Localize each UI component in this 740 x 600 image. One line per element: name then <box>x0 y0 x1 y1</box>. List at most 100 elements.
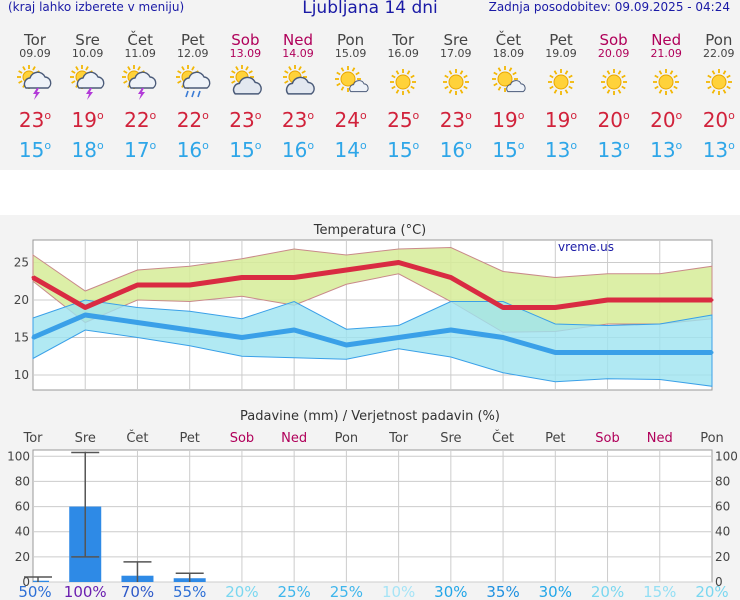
day-column: Sre 10.09 19o 18o <box>62 32 114 164</box>
min-temperature: 13o <box>597 138 630 162</box>
precipitation-probability-label: 20% <box>695 583 728 600</box>
temperature-y-tick-label: 20 <box>14 293 29 307</box>
precipitation-y-tick-label-left: 40 <box>15 525 30 539</box>
precipitation-y-tick-label-left: 0 <box>22 575 30 589</box>
precipitation-probability-label: 55% <box>173 583 206 600</box>
precipitation-probability-label: 30% <box>434 583 467 600</box>
precipitation-x-tick-label: Čet <box>126 430 148 446</box>
day-name: Čet <box>127 31 153 49</box>
day-date: 12.09 <box>177 47 209 60</box>
precipitation-probability-label: 15% <box>643 583 676 600</box>
max-temperature: 19o <box>71 108 104 132</box>
max-temperature-line <box>31 260 712 310</box>
page-title: Ljubljana 14 dni <box>302 0 438 18</box>
precipitation-probability-label: 20% <box>591 583 624 600</box>
max-temperature-line-point <box>31 276 35 279</box>
max-temperature: 23o <box>18 108 52 132</box>
max-temperature: 20o <box>597 108 630 132</box>
max-temperature-line-point <box>135 283 139 287</box>
precipitation-x-tick-label: Pon <box>700 431 724 446</box>
day-date: 14.09 <box>282 47 314 60</box>
day-name: Sre <box>443 31 469 49</box>
max-temperature-line-point <box>553 306 557 309</box>
min-temperature: 16o <box>281 138 315 162</box>
day-name: Tor <box>24 31 46 49</box>
max-temperature: 22o <box>176 108 209 132</box>
precipitation-probability-label: 50% <box>18 583 51 600</box>
precipitation-chart-title: Padavine (mm) / Verjetnost padavin (%) <box>240 409 500 424</box>
min-temperature: 18o <box>71 138 104 162</box>
day-column: Čet 18.09 19o 15o <box>482 32 534 164</box>
max-temperature-line-point <box>344 268 348 272</box>
min-temperature: 16o <box>439 138 472 162</box>
day-date: 19.09 <box>545 47 577 60</box>
max-temperature-line-point <box>606 298 610 302</box>
temperature-chart-title: Temperatura (°C) <box>313 223 426 238</box>
min-temperature-line-point <box>240 336 244 339</box>
min-temperature: 15o <box>229 138 262 162</box>
max-temperature: 23o <box>439 108 472 132</box>
sun-cloud-rain-icon <box>167 62 219 102</box>
day-date: 16.09 <box>387 47 419 60</box>
day-name: Ned <box>283 31 313 49</box>
min-temperature-line-point <box>501 336 505 339</box>
sun-icon <box>588 62 640 102</box>
precipitation-probability-label: 100% <box>64 583 107 600</box>
day-name: Čet <box>495 31 522 49</box>
sun-cloudy-icon <box>272 62 324 102</box>
day-date: 11.09 <box>124 47 156 60</box>
precipitation-probability-label: 25% <box>277 583 310 600</box>
last-update: Zadnja posodobitev: 09.09.2025 - 04:24 <box>488 0 730 14</box>
min-temperature-line-point <box>710 351 714 354</box>
day-date: 13.09 <box>229 47 262 60</box>
precipitation-y-tick-label-right: 40 <box>715 525 730 539</box>
precipitation-probability-label: 70% <box>121 583 154 600</box>
min-temperature-line <box>32 312 712 355</box>
min-temperature: 17o <box>124 138 157 162</box>
sun-icon <box>535 62 587 102</box>
min-temperature-line-point <box>188 328 192 332</box>
min-temperature: 14o <box>334 138 367 162</box>
day-name: Sre <box>75 31 100 49</box>
max-temperature: 19o <box>492 108 525 132</box>
precipitation-probability-label: 20% <box>225 583 258 600</box>
min-temperature: 13o <box>702 138 735 162</box>
day-column: Pet 19.09 19o 13o <box>535 32 587 164</box>
precipitation-bar <box>33 580 49 582</box>
max-temperature: 22o <box>124 108 157 132</box>
day-name: Pon <box>336 31 365 49</box>
min-temperature-line-point <box>397 336 401 339</box>
max-temperature-line-point <box>449 276 453 279</box>
max-temperature-line-point <box>240 276 244 279</box>
sun-small-cloud-icon <box>325 62 377 102</box>
precipitation-x-tick-label: Sob <box>595 431 619 446</box>
max-temperature: 25o <box>387 108 420 132</box>
day-name: Tor <box>392 31 415 49</box>
precipitation-probability-label: 35% <box>486 583 519 600</box>
precipitation-y-tick-label-right: 20 <box>715 550 730 564</box>
precipitation-y-tick-label-left: 20 <box>15 550 30 564</box>
sun-cloudy-icon <box>219 62 271 102</box>
day-column: Sob 13.09 23o 15o <box>219 32 271 164</box>
precipitation-probability-label: 10% <box>382 583 415 600</box>
sun-icon <box>693 62 740 102</box>
precipitation-probability-label: 30% <box>539 583 572 600</box>
day-column: Pon 15.09 24o 14o <box>325 32 377 164</box>
min-temperature-line-point <box>83 313 87 317</box>
day-name: Pon <box>705 31 733 49</box>
precipitation-x-tick-label: Pet <box>545 431 565 446</box>
min-temperature: 15o <box>492 138 525 162</box>
precipitation-y-tick-label-left: 100 <box>7 449 30 463</box>
day-date: 21.09 <box>650 47 682 60</box>
precipitation-y-tick-label-right: 80 <box>715 474 730 488</box>
day-name: Sob <box>599 31 628 49</box>
day-column: Sre 17.09 23o 16o <box>430 32 482 164</box>
day-name: Sob <box>231 31 260 49</box>
temperature-y-tick-label: 10 <box>14 368 29 382</box>
day-column: Tor 16.09 25o 15o <box>377 32 429 164</box>
precipitation-x-tick-label: Ned <box>281 431 307 446</box>
precipitation-x-tick-label: Sre <box>75 431 96 446</box>
max-temperature: 23o <box>229 108 262 132</box>
precipitation-y-tick-label-left: 80 <box>15 474 30 488</box>
max-temperature-line-point <box>83 306 87 309</box>
